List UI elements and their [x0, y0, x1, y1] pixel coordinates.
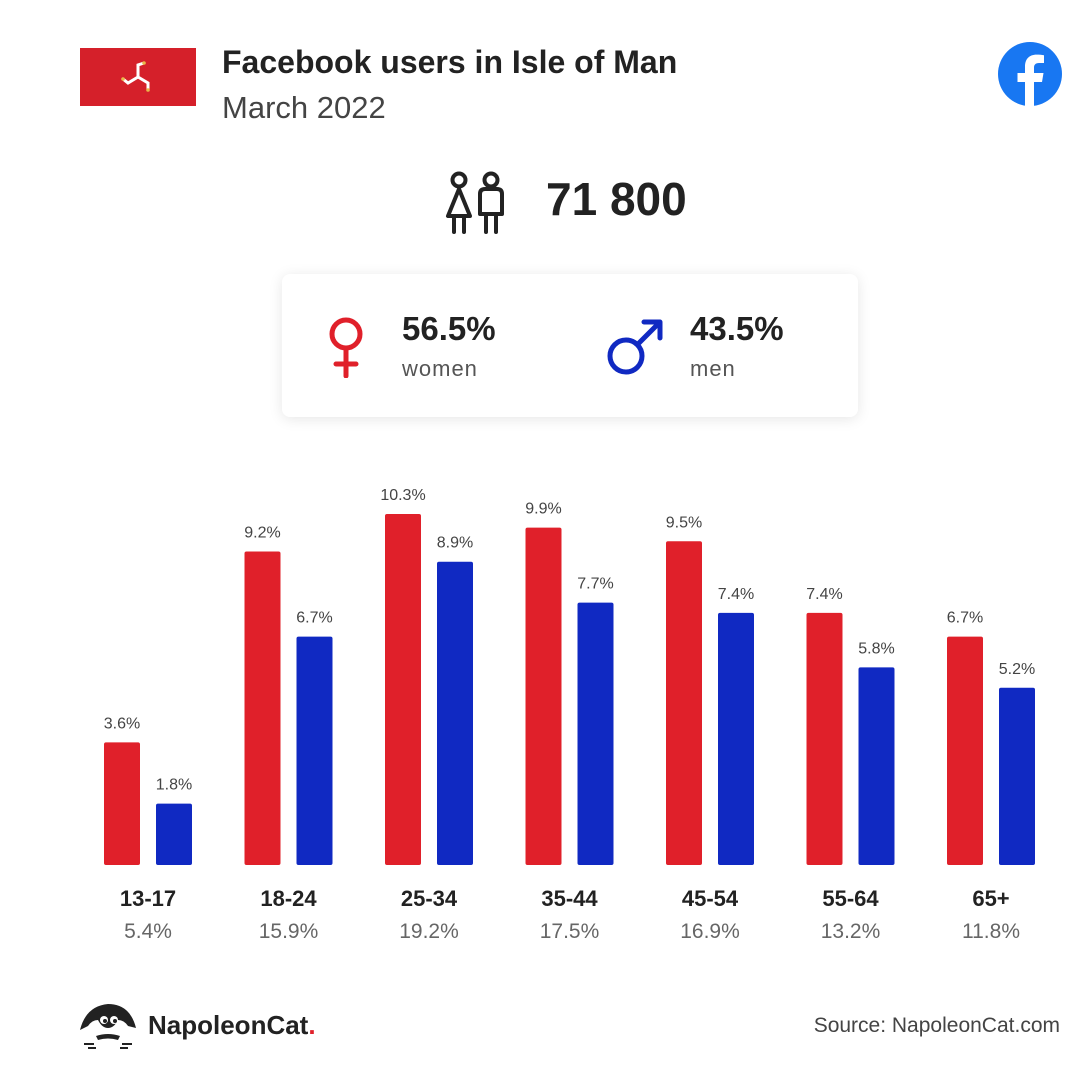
bar-men-13-17: [156, 803, 192, 865]
bar-value-label: 7.7%: [577, 576, 613, 593]
bar-women-65+: [947, 636, 983, 865]
age-group-label: 45-54: [682, 886, 739, 911]
bar-men-55-64: [858, 667, 895, 865]
bar-value-label: 8.9%: [437, 535, 473, 552]
total-users-value: 71 800: [546, 173, 687, 225]
bar-value-label: 5.8%: [858, 640, 894, 657]
bar-women-55-64: [806, 612, 843, 865]
page-subtitle: March 2022: [222, 90, 386, 125]
bar-value-label: 9.9%: [525, 501, 561, 518]
age-group-total: 17.5%: [540, 920, 600, 943]
source-text: Source: NapoleonCat.com: [813, 1014, 1060, 1037]
napoleoncat-logo-icon: [80, 1004, 136, 1049]
men-label: men: [690, 356, 736, 381]
page-title: Facebook users in Isle of Man: [222, 44, 678, 80]
bar-men-65+: [999, 687, 1035, 865]
isle-of-man-flag-icon: [80, 48, 196, 106]
bar-value-label: 7.4%: [806, 586, 842, 603]
bar-value-label: 6.7%: [296, 610, 332, 627]
age-group-label: 65+: [972, 886, 1009, 911]
age-group-total: 16.9%: [680, 920, 740, 943]
brand-name: NapoleonCat.: [148, 1010, 316, 1041]
bar-value-label: 9.2%: [244, 524, 280, 541]
bar-women-18-24: [244, 551, 281, 865]
age-group-label: 18-24: [260, 886, 317, 911]
brand-dot: .: [308, 1010, 316, 1040]
bar-women-13-17: [104, 742, 140, 865]
age-group-total: 5.4%: [124, 920, 172, 943]
women-label: women: [402, 356, 478, 381]
bar-women-25-34: [385, 514, 421, 865]
age-group-total: 15.9%: [259, 920, 319, 943]
bar-value-label: 7.4%: [718, 586, 754, 603]
bar-value-label: 9.5%: [666, 514, 702, 531]
age-group-total: 19.2%: [399, 920, 459, 943]
bar-men-35-44: [577, 602, 614, 865]
age-gender-bar-chart: 3.6% 1.8% 13-17 5.4% 9.2% 6.7% 18-24 15.9% 10.3%…: [104, 487, 1035, 943]
facebook-icon: [998, 42, 1062, 106]
bar-men-45-54: [718, 612, 754, 865]
bar-women-35-44: [525, 527, 562, 865]
women-percentage: 56.5%: [402, 310, 496, 347]
bar-value-label: 6.7%: [947, 610, 983, 627]
people-icon: [446, 171, 504, 234]
age-group-label: 55-64: [822, 886, 879, 911]
male-symbol-icon: [607, 319, 663, 375]
age-group-total: 11.8%: [962, 920, 1020, 943]
bar-men-18-24: [296, 636, 333, 865]
gender-split-card: 56.5% women 43.5% men: [282, 274, 858, 417]
brand-text: NapoleonCat: [148, 1010, 309, 1040]
bar-value-label: 10.3%: [380, 487, 425, 504]
female-symbol-icon: [329, 317, 363, 378]
bar-value-label: 3.6%: [104, 715, 140, 732]
age-group-label: 35-44: [541, 886, 598, 911]
bar-men-25-34: [437, 561, 473, 865]
bar-women-45-54: [666, 541, 702, 865]
bar-value-label: 1.8%: [156, 777, 192, 794]
bar-value-label: 5.2%: [999, 661, 1035, 678]
age-group-label: 13-17: [120, 886, 176, 911]
age-group-total: 13.2%: [821, 920, 881, 943]
men-percentage: 43.5%: [690, 310, 784, 347]
age-group-label: 25-34: [401, 886, 458, 911]
